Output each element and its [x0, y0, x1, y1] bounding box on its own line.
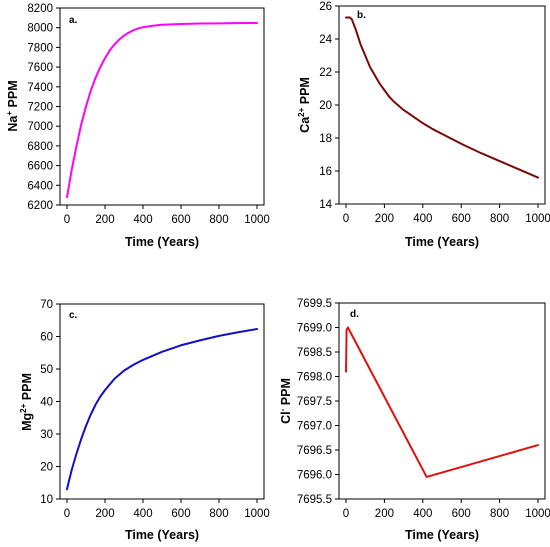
panel-a-xtick-label: 400 [133, 214, 152, 226]
panel-b-xlabel: Time (Years) [405, 235, 479, 249]
panel-a-ytick-label: 6800 [27, 141, 53, 153]
panel-a-label: a. [69, 15, 78, 26]
panel-c-label: c. [69, 310, 78, 321]
panel-d-ytick-label: 7697.5 [297, 396, 332, 408]
panel-b-ylabel: Ca2+ PPM [297, 77, 312, 133]
panel-b-yticks: 14 16 18 20 22 24 26 [319, 1, 339, 211]
panel-c-ytick-label: 20 [40, 462, 53, 474]
panel-b-frame [338, 5, 546, 205]
panel-a-frame [59, 7, 265, 206]
panel-b-ytick-label: 20 [319, 100, 332, 112]
panel-b-xtick-label: 1000 [525, 213, 550, 225]
panel-a-xtick-label: 0 [64, 214, 70, 226]
panel-d-xtick-label: 400 [413, 508, 432, 520]
panel-b-ytick-label: 18 [319, 133, 332, 145]
panel-a-xtick-label: 200 [95, 214, 114, 226]
panel-a-ytick-label: 6400 [27, 180, 53, 192]
panel-a-series-line [66, 21, 258, 199]
panel-d-ytick-label: 7698.0 [297, 372, 332, 384]
panel-a-ytick-label: 6200 [27, 200, 53, 212]
panel-d-xtick-label: 1000 [525, 508, 550, 520]
panel-d-xticks: 0 200 400 600 800 1000 [343, 499, 550, 520]
panel-d-ytick-label: 7696.0 [297, 470, 332, 482]
panel-c-xtick-label: 800 [209, 508, 228, 520]
panel-b-xtick-label: 600 [452, 213, 471, 225]
panel-b-xticks: 0 200 400 600 800 1000 [343, 204, 550, 225]
panel-a-ytick-label: 8000 [27, 23, 53, 35]
panel-c: 0 200 400 600 800 1000 10 20 30 40 50 60 70 c. Time… [19, 299, 270, 542]
panel-b-xtick-label: 400 [413, 213, 432, 225]
panel-c-ytick-label: 50 [40, 364, 53, 376]
panel-a-ytick-label: 7200 [27, 102, 53, 114]
panel-a-ytick-label: 6600 [27, 161, 53, 173]
panel-b-xtick-label: 0 [343, 213, 349, 225]
panel-b-ytick-label: 26 [319, 1, 332, 13]
panel-c-xtick-label: 0 [64, 508, 70, 520]
panel-d-xtick-label: 600 [452, 508, 471, 520]
panel-c-yticks: 10 20 30 40 50 60 70 [40, 299, 60, 506]
panel-d-yticks: 7695.5 7696.0 7696.5 7697.0 7697.5 7698.0 7698… [297, 298, 339, 506]
panel-a-yticks: 6200 6400 6600 6800 7000 7200 7400 7600 7800 8000… [27, 3, 60, 212]
panel-d-ytick-label: 7695.5 [297, 494, 332, 506]
panel-a-ylabel: Na+ PPM [5, 80, 20, 131]
panel-d-ytick-label: 7698.5 [297, 347, 332, 359]
panel-a-ytick-label: 7800 [27, 42, 53, 54]
panel-d-xtick-label: 0 [343, 508, 349, 520]
panel-d-xtick-label: 200 [375, 508, 394, 520]
panel-d-ytick-label: 7697.0 [297, 421, 332, 433]
panel-b-ytick-label: 22 [319, 67, 332, 79]
panel-d-ytick-label: 7699.0 [297, 323, 332, 335]
panel-c-xtick-label: 400 [133, 508, 152, 520]
panel-d-xlabel: Time (Years) [405, 528, 479, 542]
panel-a-xtick-label: 600 [171, 214, 190, 226]
panel-c-ytick-label: 40 [40, 397, 53, 409]
panel-d-label: d. [350, 309, 359, 320]
panel-c-ytick-label: 60 [40, 332, 53, 344]
panel-b-ytick-label: 16 [319, 166, 332, 178]
panel-c-xticks: 0 200 400 600 800 1000 [64, 499, 270, 520]
panel-c-series-line [66, 328, 258, 491]
panel-b: 0 200 400 600 800 1000 14 16 18 20 22 24 26 b. Time… [297, 1, 550, 249]
panel-a-ytick-label: 7000 [27, 121, 53, 133]
panel-b-xtick-label: 800 [490, 213, 509, 225]
panel-a-xtick-label: 800 [209, 214, 228, 226]
panel-c-ytick-label: 30 [40, 429, 53, 441]
panel-b-label: b. [357, 10, 366, 21]
panel-a-ytick-label: 8200 [27, 3, 53, 15]
panel-d-ylabel: Cl- PPM [278, 378, 293, 424]
panel-c-ytick-label: 70 [40, 299, 53, 311]
panel-b-xtick-label: 200 [375, 213, 394, 225]
panel-c-xtick-label: 200 [95, 508, 114, 520]
panel-d: 0 200 400 600 800 1000 7695.5 7696.0 7696.5 7697… [278, 298, 550, 542]
panel-a-xticks: 0 200 400 600 800 1000 [64, 205, 270, 226]
panel-a-ytick-label: 7400 [27, 82, 53, 94]
panel-a-xtick-label: 1000 [244, 214, 270, 226]
panel-c-xtick-label: 1000 [244, 508, 270, 520]
panel-b-ytick-label: 14 [319, 199, 332, 211]
panel-d-series-line [345, 326, 539, 478]
panel-b-series-line [345, 16, 539, 179]
panel-d-frame [338, 302, 546, 500]
panel-c-ytick-label: 10 [40, 494, 53, 506]
panel-d-xtick-label: 800 [490, 508, 509, 520]
panel-c-ylabel: Mg2+ PPM [19, 373, 34, 431]
panel-c-xtick-label: 600 [171, 508, 190, 520]
panel-a: 0 200 400 600 800 1000 6200 6400 6600 6800 7000 72… [5, 3, 270, 249]
panel-a-ytick-label: 7600 [27, 62, 53, 74]
panel-b-ytick-label: 24 [319, 34, 332, 46]
panel-c-xlabel: Time (Years) [125, 528, 199, 542]
panel-d-ytick-label: 7696.5 [297, 445, 332, 457]
panel-d-ytick-label: 7699.5 [297, 298, 332, 310]
panel-a-xlabel: Time (Years) [125, 235, 199, 249]
